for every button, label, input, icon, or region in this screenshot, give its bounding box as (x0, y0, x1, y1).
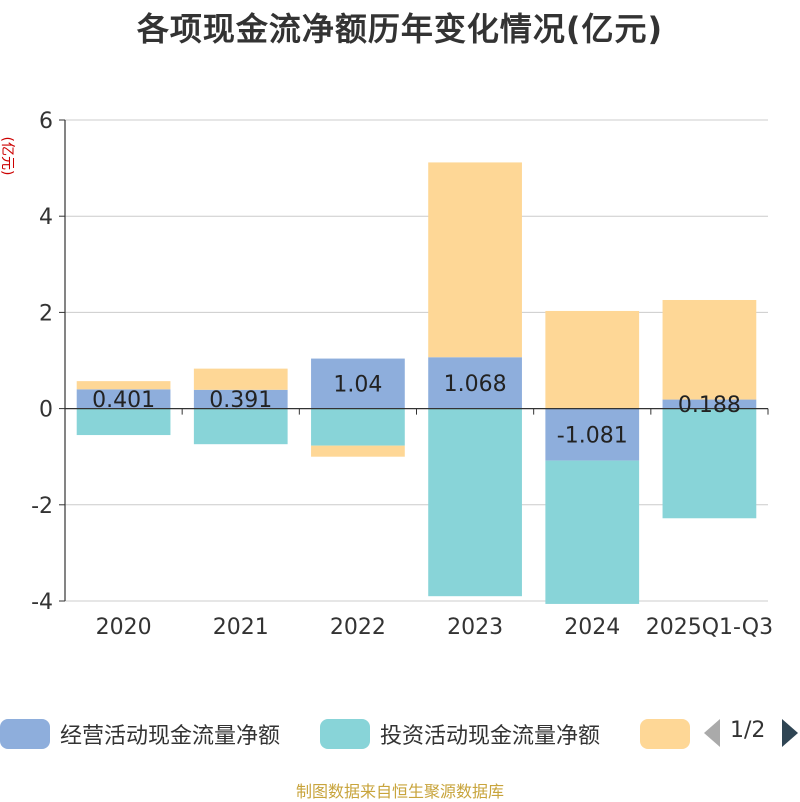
legend-item-financing[interactable] (640, 718, 700, 750)
bar-operating-2020 (76, 389, 171, 409)
bars (76, 162, 757, 604)
legend-swatch-operating (0, 719, 50, 749)
bar-operating-2023 (428, 357, 522, 409)
data-label-operating: 0.401 (92, 388, 155, 413)
x-tick-label: 2020 (96, 615, 152, 640)
x-tick-label: 2023 (447, 615, 503, 640)
data-label-operating: 1.068 (444, 372, 507, 397)
legend-label-investing: 投资活动现金流量净额 (380, 724, 601, 749)
data-label-operating: -1.081 (557, 424, 628, 449)
bar-operating-2022 (311, 358, 405, 409)
bar-chart: -4 -2 0 2 4 6 2020 2021 2022 2023 2024 2025Q1-Q3 0.… (31, 109, 773, 640)
legend-page-indicator: 1/2 (730, 718, 766, 743)
legend-label-operating: 经营活动现金流量净额 (60, 724, 281, 749)
legend-item-operating[interactable]: 经营活动现金流量净额 (0, 718, 280, 750)
bar-financing-2024 (545, 310, 640, 409)
chart-title: 各项现金流净额历年变化情况(亿元) (136, 10, 664, 48)
bar-investing-2023 (428, 408, 522, 597)
data-label-operating: 0.391 (209, 388, 272, 413)
bar-financing-2022 (311, 445, 405, 457)
legend-next-page-icon[interactable] (782, 719, 798, 747)
bar-investing-2025Q1-Q3 (662, 408, 757, 519)
grid-lines (65, 119, 768, 602)
legend-swatch-financing (640, 719, 690, 749)
y-tick-label: -4 (31, 590, 53, 615)
bar-operating-2025Q1-Q3 (662, 399, 757, 409)
y-tick-label: 0 (39, 398, 53, 423)
x-tick-label: 2022 (330, 615, 386, 640)
axes: -4 -2 0 2 4 6 2020 2021 2022 2023 2024 2025Q1-Q3 (31, 109, 773, 640)
bar-financing-2021 (193, 368, 288, 390)
y-tick-label: 6 (39, 109, 53, 134)
bar-investing-2024 (545, 460, 640, 604)
legend-item-investing[interactable]: 投资活动现金流量净额 (320, 718, 600, 750)
data-label-operating: 1.04 (333, 373, 382, 398)
y-tick-label: -2 (31, 494, 53, 519)
x-tick-label: 2024 (564, 615, 620, 640)
bar-financing-2023 (428, 162, 522, 358)
legend-swatch-investing (320, 719, 370, 749)
legend-prev-page-icon[interactable] (704, 719, 720, 747)
bar-operating-2021 (193, 389, 288, 409)
y-tick-label: 4 (39, 205, 53, 230)
bar-investing-2020 (76, 408, 171, 436)
x-tick-label: 2021 (213, 615, 269, 640)
data-labels: 0.401 0.391 1.04 1.068 -1.081 0.188 (92, 372, 741, 449)
bar-financing-2020 (76, 381, 171, 390)
source-note: 制图数据来自恒生聚源数据库 (295, 782, 504, 801)
bar-financing-2025Q1-Q3 (662, 299, 757, 400)
data-label-operating: 0.188 (678, 393, 741, 418)
x-tick-label: 2025Q1-Q3 (646, 615, 773, 640)
y-tick-label: 2 (39, 301, 53, 326)
bar-investing-2022 (311, 408, 405, 446)
bar-operating-2024 (545, 408, 640, 461)
bar-investing-2021 (193, 408, 288, 445)
